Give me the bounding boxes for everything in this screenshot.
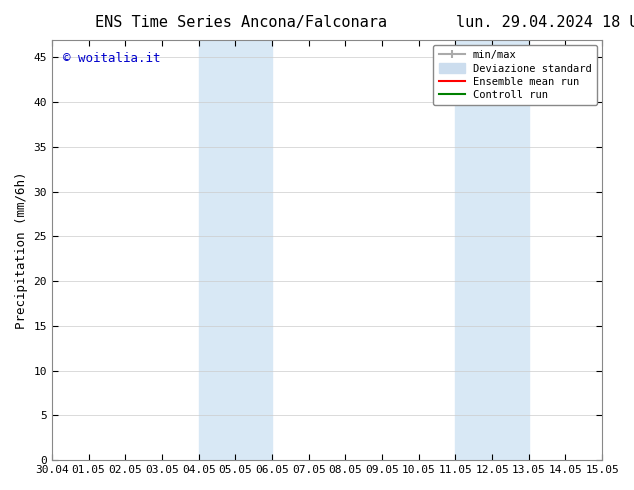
Text: lun. 29.04.2024 18 UTC: lun. 29.04.2024 18 UTC xyxy=(456,15,634,30)
Bar xyxy=(455,40,529,460)
Y-axis label: Precipitation (mm/6h): Precipitation (mm/6h) xyxy=(15,171,28,329)
Legend: min/max, Deviazione standard, Ensemble mean run, Controll run: min/max, Deviazione standard, Ensemble m… xyxy=(434,45,597,105)
Text: © woitalia.it: © woitalia.it xyxy=(63,52,160,65)
Text: ENS Time Series Ancona/Falconara: ENS Time Series Ancona/Falconara xyxy=(95,15,387,30)
Bar xyxy=(198,40,272,460)
